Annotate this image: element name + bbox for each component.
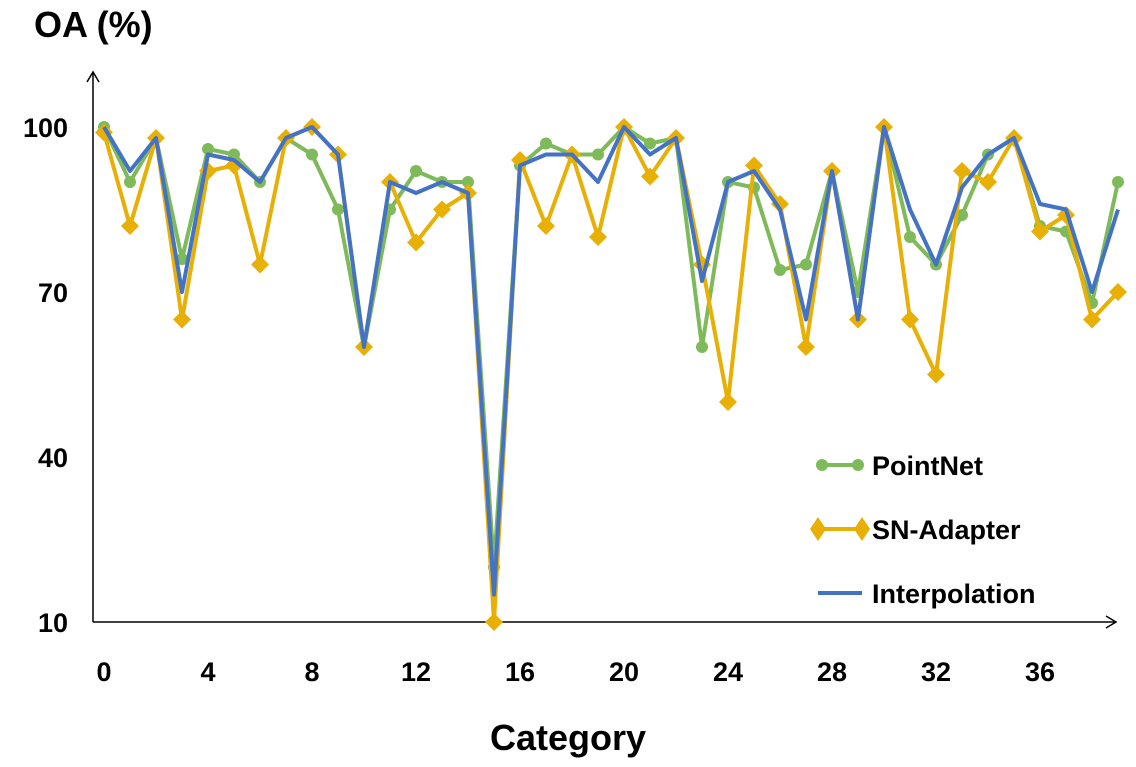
data-point-pointnet	[904, 231, 916, 243]
x-tick-label: 32	[921, 657, 951, 687]
legend: PointNet SN-Adapter Interpolation	[810, 451, 1036, 609]
y-axis-arrow	[86, 70, 100, 83]
x-tick-label: 16	[505, 657, 535, 687]
data-point-pointnet	[462, 176, 474, 188]
legend-marker-pointnet	[816, 459, 828, 471]
data-point-pointnet	[644, 137, 656, 150]
data-point-pointnet	[124, 176, 136, 188]
x-tick-label: 36	[1025, 657, 1055, 687]
data-point-pointnet	[410, 165, 422, 177]
x-axis-arrow	[1105, 615, 1118, 629]
data-point-sn-adapter	[901, 310, 919, 329]
x-tick-label: 20	[609, 657, 639, 687]
data-point-sn-adapter	[1031, 222, 1049, 241]
x-tick-label: 24	[713, 657, 743, 687]
series-interpolation	[102, 125, 1120, 597]
data-point-pointnet	[696, 341, 708, 353]
x-axis-title: Category	[490, 717, 646, 758]
data-point-sn-adapter	[797, 338, 815, 356]
x-tick-label: 4	[200, 657, 215, 687]
data-point-pointnet	[176, 253, 188, 265]
y-tick-label: 40	[38, 443, 68, 473]
x-tick-label: 28	[817, 657, 847, 687]
series-line-interpolation	[102, 125, 1120, 597]
data-point-sn-adapter	[927, 365, 945, 384]
data-point-sn-adapter	[407, 233, 425, 252]
legend-label-sn-adapter: SN-Adapter	[872, 515, 1021, 545]
data-point-sn-adapter	[537, 217, 555, 235]
x-tick-label: 0	[96, 657, 111, 687]
legend-marker-sn-adapter	[810, 517, 826, 541]
data-point-sn-adapter	[485, 613, 503, 631]
series-line-sn-adapter	[102, 125, 1120, 624]
legend-marker-sn-adapter-2	[854, 517, 870, 541]
data-point-sn-adapter	[433, 200, 451, 219]
data-point-pointnet	[800, 258, 812, 271]
data-point-sn-adapter	[173, 310, 191, 329]
data-point-pointnet	[1112, 176, 1124, 188]
data-point-pointnet	[540, 137, 552, 150]
data-point-pointnet	[956, 209, 968, 221]
data-point-sn-adapter	[121, 217, 139, 235]
y-tick-label: 70	[38, 278, 68, 308]
legend-item-pointnet: PointNet	[816, 451, 983, 481]
legend-label-pointnet: PointNet	[872, 451, 983, 481]
legend-item-interpolation: Interpolation	[818, 579, 1036, 609]
y-tick-label: 100	[23, 113, 68, 143]
data-point-pointnet	[202, 143, 214, 155]
y-tick-labels: 100 70 40 10	[23, 113, 68, 638]
y-axis-title: OA (%)	[34, 4, 153, 45]
legend-label-interpolation: Interpolation	[872, 579, 1036, 609]
x-tick-label: 8	[304, 657, 319, 687]
data-point-sn-adapter	[719, 393, 737, 411]
data-point-sn-adapter	[953, 162, 971, 180]
axes	[86, 70, 1118, 629]
data-point-sn-adapter	[1109, 283, 1127, 301]
series-line-pointnet	[102, 125, 1120, 569]
data-point-pointnet	[332, 203, 344, 216]
x-tick-label: 12	[401, 657, 431, 687]
data-point-sn-adapter	[979, 173, 997, 191]
data-point-sn-adapter	[589, 228, 607, 246]
data-point-pointnet	[306, 148, 318, 161]
series-layer	[95, 118, 1127, 631]
data-point-sn-adapter	[1083, 310, 1101, 329]
legend-item-sn-adapter: SN-Adapter	[810, 515, 1021, 545]
data-point-sn-adapter	[745, 156, 763, 175]
data-point-sn-adapter	[641, 167, 659, 186]
y-tick-label: 10	[38, 608, 68, 638]
data-point-pointnet	[592, 148, 604, 161]
data-point-pointnet	[774, 264, 786, 276]
x-tick-labels: 0 4 8 12 16 20 24 28 32 36	[96, 657, 1055, 687]
legend-marker-pointnet-2	[852, 459, 864, 471]
data-point-sn-adapter	[251, 255, 269, 274]
